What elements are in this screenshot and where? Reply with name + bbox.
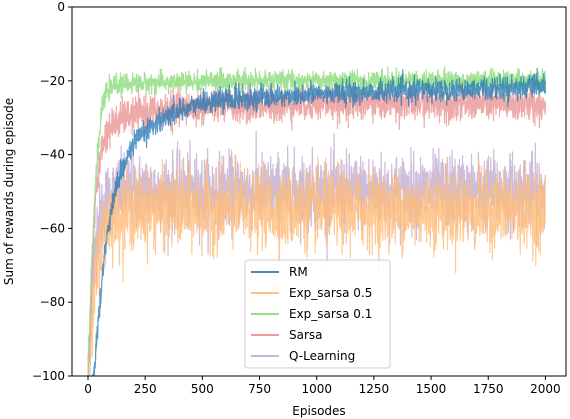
x-tick-label: 1750	[473, 382, 504, 396]
y-tick-label: −60	[40, 221, 65, 235]
legend-label: Exp_sarsa 0.1	[289, 307, 372, 321]
y-tick-label: −100	[32, 369, 65, 383]
series-line-1	[89, 154, 547, 376]
series-line-4	[87, 130, 547, 376]
x-tick-label: 250	[134, 382, 157, 396]
plot-lines	[87, 66, 547, 376]
series-line-2	[87, 66, 547, 376]
legend-label: Q-Learning	[289, 349, 355, 363]
legend: RM Exp_sarsa 0.5 Exp_sarsa 0.1 Sarsa Q-Learn…	[244, 259, 391, 369]
x-tick-label: 1250	[359, 382, 390, 396]
plot-frame	[71, 6, 567, 377]
x-tick-label: 1000	[301, 382, 332, 396]
x-tick-label: 2000	[530, 382, 561, 396]
y-tick-label: −40	[40, 148, 65, 162]
legend-box	[244, 259, 391, 369]
x-axis-label: Episodes	[292, 404, 345, 418]
y-tick-label: −80	[40, 295, 65, 309]
legend-label: Sarsa	[289, 328, 323, 342]
series-line-0	[92, 67, 547, 376]
x-tick-label: 750	[248, 382, 271, 396]
legend-label: Exp_sarsa 0.5	[289, 286, 372, 300]
legend-label: RM	[289, 265, 308, 279]
y-tick-label: −20	[40, 74, 65, 88]
axes: 0 250 500 750 1000 1250 1500 1750 2000 0 −20 −40 −60…	[32, 0, 567, 396]
x-tick-label: 500	[191, 382, 214, 396]
y-tick-label: 0	[57, 0, 65, 14]
x-tick-label: 0	[84, 382, 92, 396]
y-axis-label: Sum of rewards during episode	[2, 98, 16, 285]
x-tick-label: 1500	[416, 382, 447, 396]
